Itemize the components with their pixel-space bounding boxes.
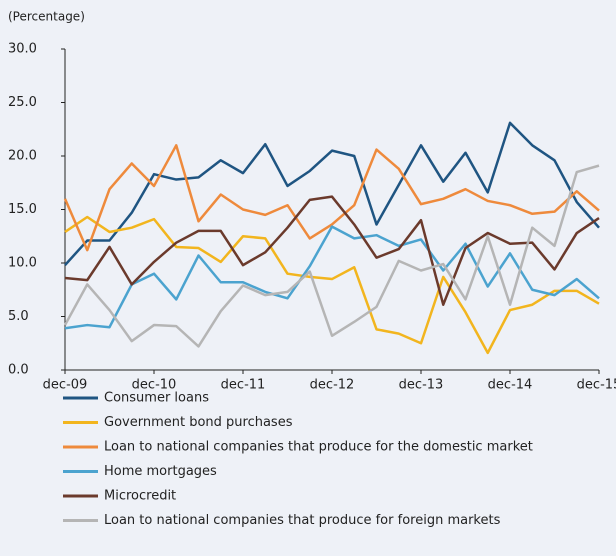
- series-line: [63, 164, 600, 348]
- legend-label: Home mortgages: [104, 464, 217, 479]
- series-line: [64, 195, 600, 306]
- legend-label: Consumer loans: [104, 391, 209, 406]
- legend-label: Government bond purchases: [104, 415, 293, 430]
- x-tick-label: dec-13: [399, 378, 444, 393]
- y-tick-label: 25.0: [8, 95, 37, 110]
- x-tick-label: dec-12: [310, 378, 355, 393]
- x-tick-label: dec-11: [221, 378, 266, 393]
- y-axis-label: (Percentage): [8, 10, 85, 24]
- series-line: [64, 225, 600, 330]
- y-tick-label: 5.0: [8, 309, 29, 324]
- x-tick-label: dec-10: [132, 378, 177, 393]
- series-line: [64, 121, 600, 266]
- y-tick-label: 0.0: [8, 363, 29, 378]
- x-tick-label: dec-15: [577, 378, 616, 393]
- y-tick-label: 10.0: [8, 256, 37, 271]
- y-tick-label: 20.0: [8, 149, 37, 164]
- x-tick-label: dec-14: [488, 378, 533, 393]
- x-tick-label: dec-09: [43, 378, 88, 393]
- series-line: [64, 215, 600, 355]
- legend-label: Loan to national companies that produce …: [104, 513, 501, 528]
- y-tick-label: 15.0: [8, 202, 37, 217]
- legend-label: Microcredit: [104, 489, 176, 504]
- series-line: [63, 144, 600, 252]
- y-tick-label: 30.0: [8, 42, 37, 57]
- legend-label: Loan to national companies that produce …: [104, 440, 533, 455]
